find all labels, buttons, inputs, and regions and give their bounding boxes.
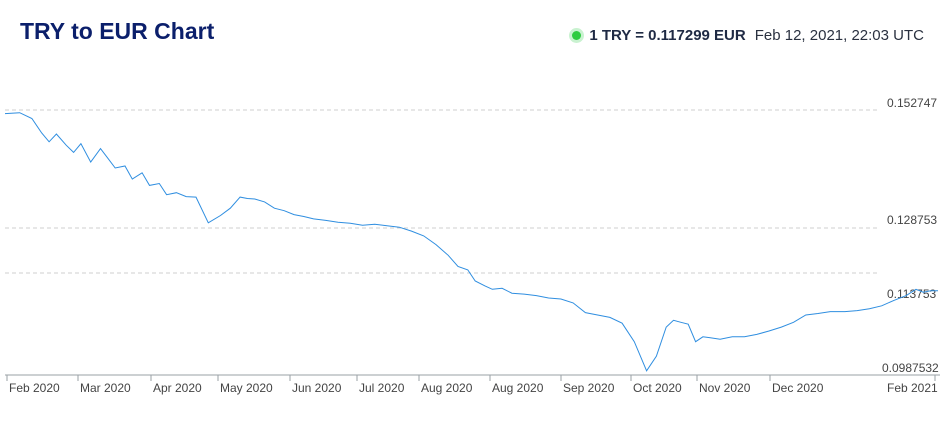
x-tick-label: Oct 2020 bbox=[633, 381, 682, 395]
x-tick-label: Feb 2020 bbox=[9, 381, 60, 395]
x-tick-label: Aug 2020 bbox=[421, 381, 473, 395]
y-tick-label: 0.0987532 bbox=[882, 361, 939, 375]
y-axis-labels: 0.152747 0.128753 0.113753 0.0987532 bbox=[882, 96, 939, 375]
x-tick-label: Feb 2021 bbox=[887, 381, 938, 395]
x-axis-ticks bbox=[6, 375, 936, 381]
x-tick-label: Jun 2020 bbox=[292, 381, 342, 395]
x-tick-label: Sep 2020 bbox=[563, 381, 615, 395]
y-tick-label: 0.152747 bbox=[887, 96, 937, 110]
current-rate: 1 TRY = 0.117299 EUR bbox=[589, 27, 746, 44]
x-tick-label: Dec 2020 bbox=[772, 381, 824, 395]
x-tick-label: Nov 2020 bbox=[699, 381, 751, 395]
series-line bbox=[4, 112, 938, 372]
x-axis-labels: Feb 2020 Mar 2020 Apr 2020 May 2020 Jun … bbox=[9, 381, 938, 395]
grid-lines bbox=[5, 109, 880, 274]
x-tick-label: Apr 2020 bbox=[153, 381, 202, 395]
rate-timestamp: Feb 12, 2021, 22:03 UTC bbox=[754, 27, 924, 44]
y-tick-label: 0.128753 bbox=[887, 213, 937, 227]
x-tick-label: Jul 2020 bbox=[359, 381, 405, 395]
x-tick-label: Aug 2020 bbox=[492, 381, 544, 395]
x-tick-label: May 2020 bbox=[220, 381, 273, 395]
page-title: TRY to EUR Chart bbox=[20, 18, 215, 44]
live-status-icon bbox=[572, 31, 582, 40]
x-tick-label: Mar 2020 bbox=[80, 381, 131, 395]
current-rate-box: 1 TRY = 0.117299 EUR Feb 12, 2021, 22:03… bbox=[572, 27, 924, 44]
y-tick-label: 0.113753 bbox=[887, 287, 936, 301]
